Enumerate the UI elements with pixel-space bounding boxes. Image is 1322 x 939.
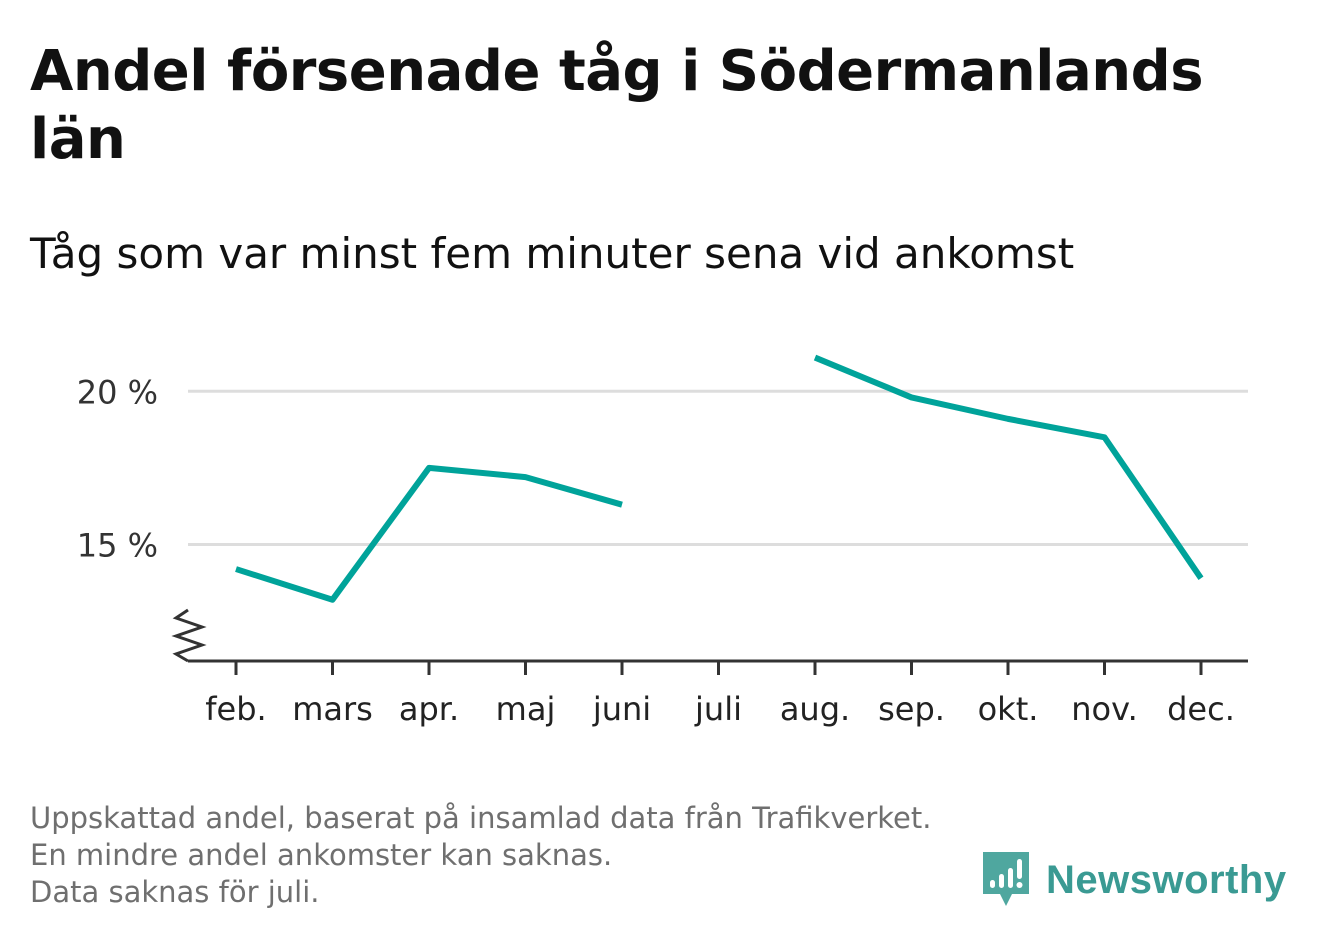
footnote-missing-data: Data saknas för juli. — [30, 875, 320, 909]
x-tick-label: dec. — [1167, 690, 1235, 728]
series-lines — [235, 354, 1204, 603]
x-tick-label: mars — [292, 690, 373, 728]
y-tick-label: 15 % — [77, 527, 158, 565]
y-axis-tick-labels: 15 % 20 % — [77, 373, 158, 564]
y-tick-label: 20 % — [77, 373, 158, 411]
x-tick-label: apr. — [399, 690, 459, 728]
chart-footnote: Uppskattad andel, baserat på insamlad da… — [30, 800, 970, 911]
line-chart: 15 % 20 % feb. mars apr. maj juni juli aug. sep.… — [77, 354, 1248, 728]
series-line-segment — [235, 464, 623, 603]
x-axis — [171, 608, 1248, 675]
newsworthy-brand[interactable]: Newsworthy — [980, 850, 1287, 910]
x-tick-label: sep. — [878, 690, 945, 728]
x-tick-label: maj — [496, 690, 556, 728]
x-tick-label: juli — [694, 690, 742, 728]
x-tick-label: juni — [592, 690, 651, 728]
brand-name: Newsworthy — [1046, 857, 1287, 902]
y-axis-break — [171, 608, 207, 663]
series-line-segment — [813, 354, 1204, 580]
x-tick-label: aug. — [780, 690, 850, 728]
x-tick-label: okt. — [978, 690, 1039, 728]
chart-title: Andel försenade tåg i Södermanlands län — [30, 39, 1204, 172]
x-tick-label: nov. — [1071, 690, 1137, 728]
footnote-source: Uppskattad andel, baserat på insamlad da… — [30, 801, 932, 872]
x-tick-label: feb. — [205, 690, 266, 728]
x-axis-tick-labels: feb. mars apr. maj juni juli aug. sep. okt. nov. d… — [205, 690, 1235, 728]
newsworthy-logo-icon — [983, 852, 1029, 906]
gridlines — [188, 389, 1248, 547]
chart-subtitle: Tåg som var minst fem minuter sena vid a… — [30, 229, 1075, 278]
